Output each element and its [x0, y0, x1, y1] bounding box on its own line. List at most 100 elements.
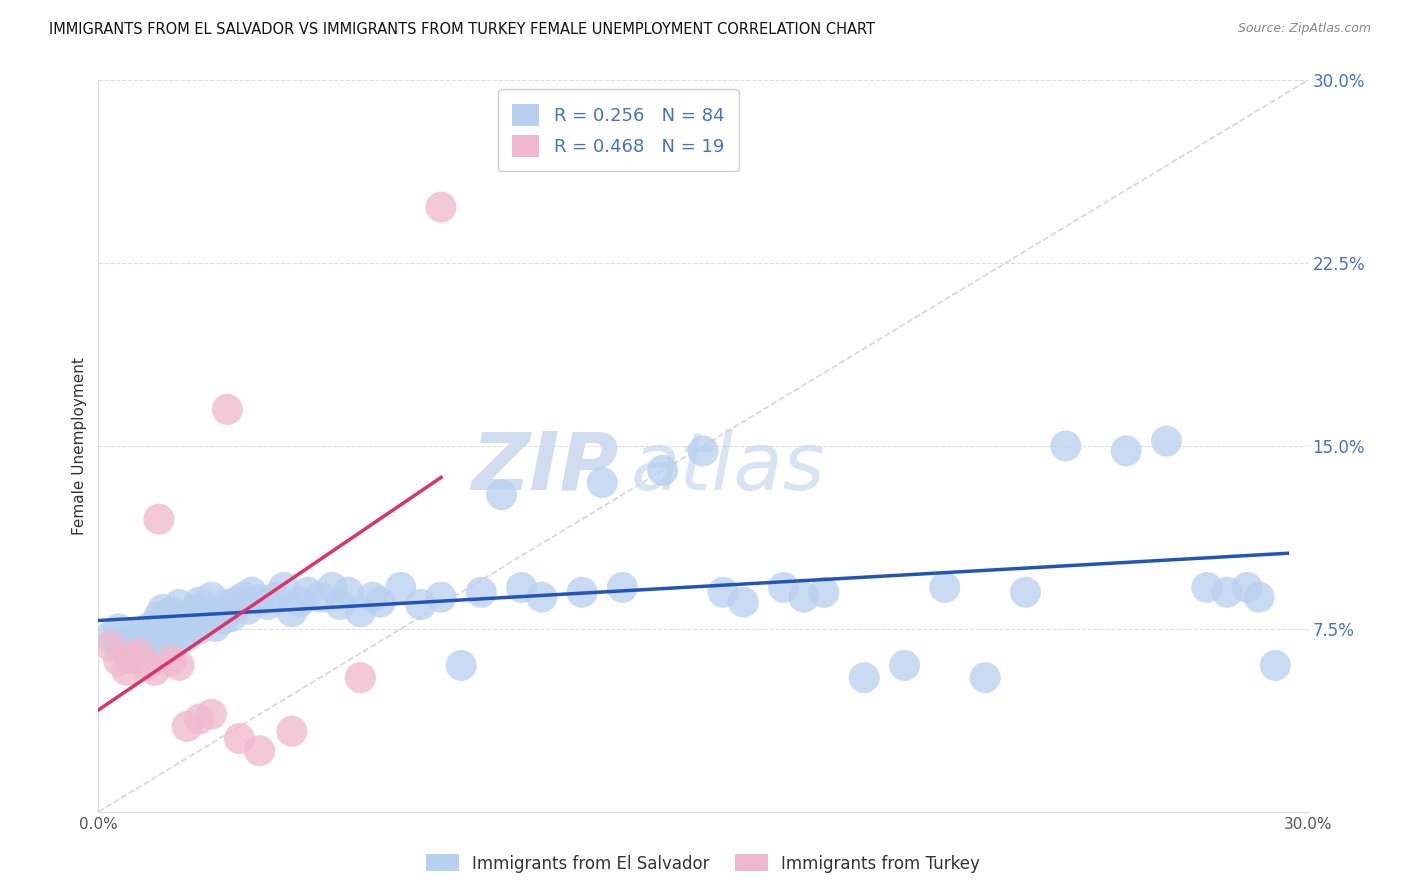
Point: [450, 658, 472, 673]
Point: [115, 663, 138, 677]
Point: [1249, 590, 1271, 604]
Point: [1156, 434, 1178, 449]
Point: [934, 581, 956, 595]
Point: [409, 598, 432, 612]
Point: [349, 671, 371, 685]
Point: [591, 475, 613, 490]
Point: [853, 671, 876, 685]
Y-axis label: Female Unemployment: Female Unemployment: [72, 357, 87, 535]
Point: [193, 617, 215, 632]
Point: [692, 443, 714, 458]
Point: [124, 641, 146, 656]
Point: [264, 590, 287, 604]
Point: [813, 585, 835, 599]
Point: [135, 636, 157, 650]
Point: [156, 612, 179, 626]
Point: [249, 592, 271, 607]
Point: [370, 595, 392, 609]
Point: [491, 488, 513, 502]
Point: [100, 639, 122, 653]
Point: [167, 598, 190, 612]
Point: [470, 585, 492, 599]
Point: [148, 512, 170, 526]
Point: [204, 619, 226, 633]
Point: [236, 602, 259, 616]
Point: [430, 590, 453, 604]
Point: [188, 712, 211, 726]
Point: [297, 585, 319, 599]
Point: [135, 658, 157, 673]
Point: [176, 629, 198, 643]
Point: [212, 612, 235, 626]
Point: [651, 463, 673, 477]
Point: [143, 663, 166, 677]
Point: [530, 590, 553, 604]
Point: [1195, 581, 1218, 595]
Point: [571, 585, 593, 599]
Point: [240, 585, 263, 599]
Point: [711, 585, 734, 599]
Point: [1115, 443, 1137, 458]
Point: [273, 581, 295, 595]
Point: [974, 671, 997, 685]
Point: [148, 609, 170, 624]
Point: [893, 658, 915, 673]
Point: [115, 634, 138, 648]
Point: [167, 658, 190, 673]
Point: [160, 619, 183, 633]
Point: [163, 634, 186, 648]
Text: ZIP: ZIP: [471, 429, 619, 507]
Legend: Immigrants from El Salvador, Immigrants from Turkey: Immigrants from El Salvador, Immigrants …: [419, 847, 987, 880]
Point: [128, 646, 150, 660]
Point: [281, 724, 304, 739]
Point: [188, 622, 211, 636]
Point: [249, 744, 271, 758]
Point: [1014, 585, 1036, 599]
Point: [120, 626, 142, 640]
Point: [132, 624, 155, 639]
Point: [430, 200, 453, 214]
Point: [195, 607, 218, 622]
Point: [288, 595, 311, 609]
Point: [217, 598, 239, 612]
Point: [221, 609, 243, 624]
Point: [139, 619, 162, 633]
Point: [337, 585, 360, 599]
Point: [152, 602, 174, 616]
Point: [172, 624, 194, 639]
Point: [200, 590, 222, 604]
Point: [107, 622, 129, 636]
Point: [152, 632, 174, 646]
Text: atlas: atlas: [630, 429, 825, 507]
Point: [184, 602, 207, 616]
Point: [361, 590, 384, 604]
Point: [309, 590, 332, 604]
Point: [349, 605, 371, 619]
Point: [107, 654, 129, 668]
Point: [100, 629, 122, 643]
Point: [228, 731, 250, 746]
Point: [180, 615, 202, 629]
Point: [1264, 658, 1286, 673]
Text: Source: ZipAtlas.com: Source: ZipAtlas.com: [1237, 22, 1371, 36]
Point: [217, 402, 239, 417]
Point: [1054, 439, 1077, 453]
Point: [793, 590, 815, 604]
Point: [224, 595, 246, 609]
Point: [107, 639, 129, 653]
Point: [389, 581, 412, 595]
Point: [200, 707, 222, 722]
Point: [176, 719, 198, 733]
Point: [188, 595, 211, 609]
Point: [160, 654, 183, 668]
Point: [256, 598, 278, 612]
Point: [160, 605, 183, 619]
Legend: R = 0.256   N = 84, R = 0.468   N = 19: R = 0.256 N = 84, R = 0.468 N = 19: [498, 89, 738, 171]
Point: [176, 609, 198, 624]
Point: [733, 595, 755, 609]
Point: [128, 632, 150, 646]
Point: [208, 605, 231, 619]
Point: [1216, 585, 1239, 599]
Point: [281, 605, 304, 619]
Point: [1236, 581, 1258, 595]
